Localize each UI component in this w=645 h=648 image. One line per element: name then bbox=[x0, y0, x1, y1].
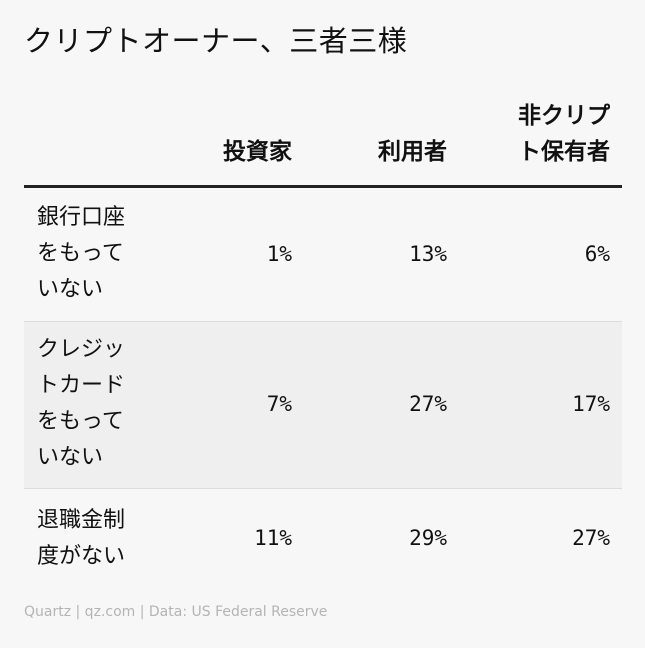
table-header: 投資家 利用者 非クリプ ト保有者 bbox=[24, 100, 622, 184]
table-row: クレジッ トカード をもって いない 7% 27% 17% bbox=[24, 322, 622, 489]
row-label-line: いない bbox=[37, 277, 104, 302]
row-label-line: 退職金制 bbox=[37, 508, 126, 533]
row-label: 退職金制 度がない bbox=[37, 503, 147, 575]
column-header-non-holders: 非クリプ ト保有者 bbox=[500, 98, 610, 170]
source-credit: Quartz | qz.com | Data: US Federal Reser… bbox=[24, 604, 328, 620]
table-cell: 27% bbox=[409, 392, 447, 416]
table-cell: 29% bbox=[409, 526, 447, 550]
column-header-users: 利用者 bbox=[337, 134, 447, 170]
column-header-line: 非クリプ bbox=[518, 103, 610, 129]
table-cell: 1% bbox=[266, 242, 292, 266]
row-label-line: トカード bbox=[37, 373, 126, 398]
table-body: 銀行口座 をもって いない 1% 13% 6% クレジッ トカード をもって い… bbox=[24, 188, 622, 589]
header-divider bbox=[24, 185, 622, 188]
table-row: 退職金制 度がない 11% 29% 27% bbox=[24, 489, 622, 589]
row-label: クレジッ トカード をもって いない bbox=[37, 332, 147, 476]
table-row: 銀行口座 をもって いない 1% 13% 6% bbox=[24, 188, 622, 322]
table-cell: 17% bbox=[572, 392, 610, 416]
column-header-line: 投資家 bbox=[223, 139, 292, 165]
row-label-line: をもって bbox=[37, 409, 124, 434]
column-header-line: 利用者 bbox=[378, 139, 447, 165]
table-cell: 13% bbox=[409, 242, 447, 266]
column-header-line: ト保有者 bbox=[518, 139, 610, 165]
row-label-line: 度がない bbox=[37, 544, 126, 569]
table-cell: 7% bbox=[266, 392, 292, 416]
row-label: 銀行口座 をもって いない bbox=[37, 200, 147, 308]
row-label-line: 銀行口座 bbox=[37, 205, 126, 230]
table-cell: 6% bbox=[584, 242, 610, 266]
row-label-line: をもって bbox=[37, 241, 124, 266]
row-label-line: クレジッ bbox=[37, 337, 126, 362]
chart-title: クリプトオーナー、三者三様 bbox=[24, 24, 408, 58]
column-header-investors: 投資家 bbox=[182, 134, 292, 170]
row-label-line: いない bbox=[37, 445, 104, 470]
table-cell: 11% bbox=[254, 526, 292, 550]
table-cell: 27% bbox=[572, 526, 610, 550]
